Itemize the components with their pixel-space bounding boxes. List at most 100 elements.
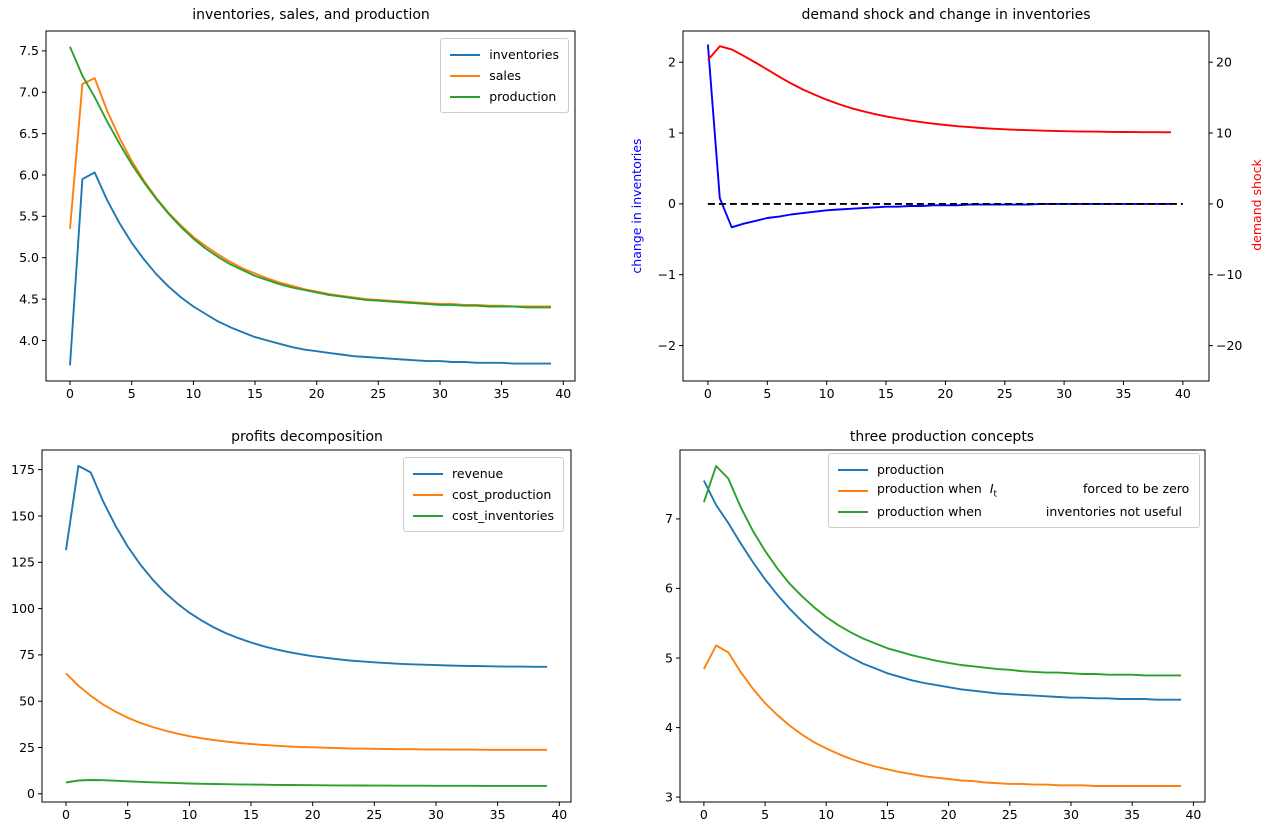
x-axis-tick-label: 35 (490, 807, 506, 822)
x-axis-tick-label: 30 (428, 807, 444, 822)
y-axis-tick-label: 5.5 (19, 209, 39, 224)
x-axis-tick-label: 10 (818, 807, 834, 822)
legend-label: cost_inventories (452, 508, 554, 523)
series-line-revenue (65, 464, 547, 668)
y-axis-tick-label: 4.5 (19, 291, 39, 306)
x-axis-tick-label: 20 (941, 807, 957, 822)
y-axis-tick-label: 7.0 (19, 85, 39, 100)
x-axis-tick-label: 0 (704, 386, 712, 401)
legend-entry: production when It forced to be zero (838, 480, 1190, 501)
y-axis-tick-label: 7.5 (19, 43, 39, 58)
x-axis-tick-label: 10 (185, 386, 201, 401)
x-axis-tick-label: 5 (124, 807, 132, 822)
x-axis-tick-label: 20 (937, 386, 953, 401)
x-axis-tick-label: 0 (700, 807, 708, 822)
y-axis-tick-label: 6 (665, 581, 673, 596)
y-axis-tick-label: 0 (668, 196, 676, 211)
legend-entry: cost_production (413, 484, 554, 505)
legend-line-swatch (838, 468, 868, 471)
x-axis-tick-label: 0 (66, 386, 74, 401)
y-axis-tick-label: 6.5 (19, 126, 39, 141)
x-axis-tick-label: 20 (309, 386, 325, 401)
legend-entry: cost_inventories (413, 505, 554, 526)
y-axis-tick-label: 7 (665, 511, 673, 526)
x-axis-tick-label: 0 (62, 807, 70, 822)
x-axis-tick-label: 5 (128, 386, 136, 401)
x-axis-tick-label: 5 (763, 386, 771, 401)
y-axis-tick-label: 75 (19, 647, 35, 662)
x-axis-tick-label: 40 (1175, 386, 1191, 401)
x-axis-tick-label: 25 (370, 386, 386, 401)
legend-line-swatch (450, 53, 481, 56)
y-axis-tick-label: 150 (11, 508, 35, 523)
x-axis-tick-label: 30 (432, 386, 448, 401)
right-y-axis-tick-label: −20 (1216, 338, 1242, 353)
legend-line-swatch (413, 514, 444, 517)
legend-label: production (489, 89, 557, 104)
y-axis-tick-label: 5 (665, 650, 673, 665)
x-axis-tick-label: 10 (181, 807, 197, 822)
x-axis-tick-label: 15 (879, 807, 895, 822)
legend-entry: revenue (413, 463, 554, 484)
legend-label: revenue (452, 466, 504, 481)
legend-inventories-sales-production: inventories sales production (440, 38, 569, 113)
legend-three-production-concepts: production production when It forced to b… (828, 453, 1200, 528)
y-axis-tick-label: 175 (11, 462, 35, 477)
series-line-demand-shock (707, 45, 1172, 134)
y-axis-tick-label: −1 (658, 267, 676, 282)
axes-frame (679, 449, 1206, 803)
x-axis-tick-label: 10 (819, 386, 835, 401)
legend-profits-decomposition: revenue cost_production cost_inventories (403, 457, 564, 532)
x-axis-tick-label: 35 (1124, 807, 1140, 822)
x-axis-tick-label: 15 (878, 386, 894, 401)
y-axis-tick-label: 100 (11, 601, 35, 616)
legend-label: production when inventories not useful (877, 504, 1182, 519)
x-axis-tick-label: 35 (1116, 386, 1132, 401)
y-axis-tick-label: −2 (658, 338, 676, 353)
series-line-production (69, 46, 551, 309)
legend-label: inventories (489, 47, 559, 62)
x-axis-tick-label: 40 (1185, 807, 1201, 822)
x-axis-tick-label: 40 (551, 807, 567, 822)
x-axis-tick-label: 25 (366, 807, 382, 822)
y-axis-tick-label: 5.0 (19, 250, 39, 265)
legend-entry: inventories (450, 44, 559, 65)
y-axis-tick-label: 125 (11, 555, 35, 570)
axes-frame (682, 30, 1210, 382)
legend-entry: production (838, 459, 1190, 480)
legend-entry: production (450, 86, 559, 107)
legend-label: production when It forced to be zero (877, 481, 1190, 500)
y-axis-tick-label: 1 (668, 125, 676, 140)
x-axis-tick-label: 30 (1056, 386, 1072, 401)
legend-line-swatch (450, 95, 481, 98)
y-axis-tick-label: 50 (19, 694, 35, 709)
y-axis-label-demand-shock: demand shock (1249, 159, 1264, 251)
legend-entry: sales (450, 65, 559, 86)
series-line-production-when-inventories-not-useful (702, 465, 1182, 677)
legend-line-swatch (413, 472, 444, 475)
series-line-cost-production (65, 672, 547, 751)
x-axis-tick-label: 30 (1063, 807, 1079, 822)
series-line-cost-inventories (65, 779, 547, 787)
right-y-axis-tick-label: −10 (1216, 267, 1242, 282)
legend-label: sales (489, 68, 522, 83)
subplot-title-three-production-concepts: three production concepts (849, 429, 1035, 445)
y-axis-tick-label: 6.0 (19, 167, 39, 182)
subplot-title-profits-decomposition: profits decomposition (231, 429, 383, 445)
math-subscript: t (993, 489, 998, 500)
x-axis-tick-label: 5 (761, 807, 769, 822)
legend-line-swatch (413, 493, 444, 496)
right-y-axis-tick-label: 0 (1216, 196, 1224, 211)
x-axis-tick-label: 15 (247, 386, 263, 401)
legend-line-swatch (450, 74, 481, 77)
series-line-change-in-inventories (706, 44, 1171, 229)
axes-frame (45, 30, 576, 382)
y-axis-tick-label: 4 (665, 720, 673, 735)
legend-label: production (877, 462, 945, 477)
legend-line-swatch (838, 510, 868, 513)
y-axis-label-change-in-inventories: change in inventories (629, 138, 644, 274)
subplot-title-inventories-sales-production: inventories, sales, and production (192, 7, 430, 23)
x-axis-tick-label: 15 (243, 807, 259, 822)
